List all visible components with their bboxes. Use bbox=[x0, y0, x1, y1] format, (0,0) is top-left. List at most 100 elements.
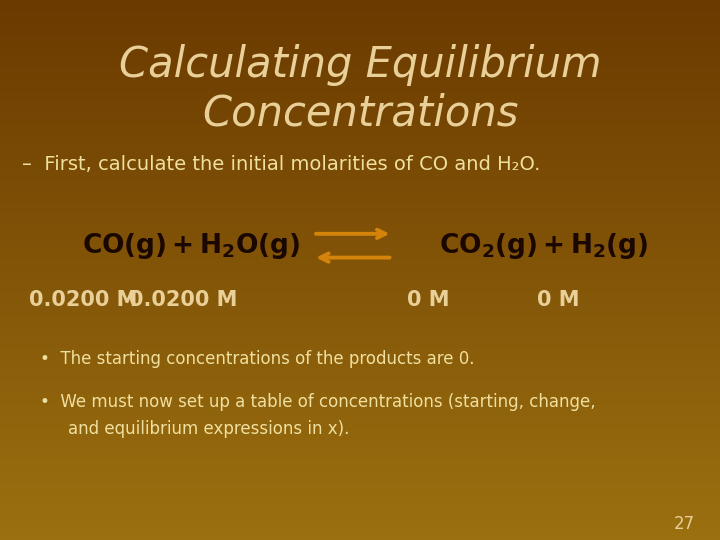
Bar bbox=[0, 113, 720, 116]
Bar bbox=[0, 413, 720, 416]
Bar bbox=[0, 127, 720, 130]
Bar bbox=[0, 57, 720, 59]
Text: and equilibrium expressions in x).: and equilibrium expressions in x). bbox=[68, 420, 350, 438]
Bar bbox=[0, 189, 720, 192]
Bar bbox=[0, 51, 720, 54]
Bar bbox=[0, 116, 720, 119]
Bar bbox=[0, 497, 720, 500]
Bar bbox=[0, 119, 720, 122]
Bar bbox=[0, 138, 720, 140]
Bar bbox=[0, 300, 720, 302]
Text: 0 M: 0 M bbox=[536, 289, 580, 310]
Bar bbox=[0, 367, 720, 370]
Bar bbox=[0, 302, 720, 305]
Bar bbox=[0, 219, 720, 221]
Bar bbox=[0, 289, 720, 292]
Bar bbox=[0, 162, 720, 165]
Bar bbox=[0, 170, 720, 173]
Bar bbox=[0, 308, 720, 310]
Bar bbox=[0, 313, 720, 316]
Bar bbox=[0, 140, 720, 143]
Bar bbox=[0, 327, 720, 329]
Bar bbox=[0, 205, 720, 208]
Bar bbox=[0, 392, 720, 394]
Bar bbox=[0, 429, 720, 432]
Bar bbox=[0, 221, 720, 224]
Bar bbox=[0, 259, 720, 262]
Bar bbox=[0, 192, 720, 194]
Bar bbox=[0, 97, 720, 100]
Bar bbox=[0, 8, 720, 11]
Bar bbox=[0, 262, 720, 265]
Bar bbox=[0, 251, 720, 254]
Bar bbox=[0, 151, 720, 154]
Bar bbox=[0, 508, 720, 510]
Bar bbox=[0, 467, 720, 470]
Bar bbox=[0, 122, 720, 124]
Text: $\mathbf{CO(g) + H_2O(g)}$: $\mathbf{CO(g) + H_2O(g)}$ bbox=[81, 231, 300, 261]
Bar bbox=[0, 310, 720, 313]
Bar bbox=[0, 154, 720, 157]
Bar bbox=[0, 197, 720, 200]
Bar bbox=[0, 246, 720, 248]
Bar bbox=[0, 472, 720, 475]
Bar bbox=[0, 340, 720, 343]
Bar bbox=[0, 124, 720, 127]
Bar bbox=[0, 84, 720, 86]
Bar bbox=[0, 462, 720, 464]
Bar bbox=[0, 535, 720, 537]
Bar bbox=[0, 443, 720, 445]
Bar bbox=[0, 92, 720, 94]
Bar bbox=[0, 208, 720, 211]
Bar bbox=[0, 505, 720, 508]
Bar bbox=[0, 359, 720, 362]
Bar bbox=[0, 238, 720, 240]
Bar bbox=[0, 513, 720, 516]
Bar bbox=[0, 62, 720, 65]
Bar bbox=[0, 254, 720, 256]
Text: •  The starting concentrations of the products are 0.: • The starting concentrations of the pro… bbox=[40, 350, 474, 368]
Bar bbox=[0, 14, 720, 16]
Bar bbox=[0, 54, 720, 57]
Bar bbox=[0, 73, 720, 76]
Text: –  First, calculate the initial molarities of CO and H₂O.: – First, calculate the initial molaritie… bbox=[22, 155, 540, 174]
Bar bbox=[0, 435, 720, 437]
Bar bbox=[0, 446, 720, 448]
Bar bbox=[0, 68, 720, 70]
Bar bbox=[0, 362, 720, 364]
Bar bbox=[0, 373, 720, 375]
Bar bbox=[0, 248, 720, 251]
Bar bbox=[0, 89, 720, 92]
Bar bbox=[0, 35, 720, 38]
Bar bbox=[0, 143, 720, 146]
Bar bbox=[0, 49, 720, 51]
Bar bbox=[0, 386, 720, 389]
Bar bbox=[0, 483, 720, 486]
Bar bbox=[0, 3, 720, 5]
Bar bbox=[0, 389, 720, 392]
Bar bbox=[0, 370, 720, 373]
Bar bbox=[0, 375, 720, 378]
Bar bbox=[0, 521, 720, 524]
Bar bbox=[0, 5, 720, 8]
Bar bbox=[0, 265, 720, 267]
Bar bbox=[0, 321, 720, 324]
Bar bbox=[0, 381, 720, 383]
Bar bbox=[0, 408, 720, 410]
Bar bbox=[0, 227, 720, 229]
Bar bbox=[0, 329, 720, 332]
Bar bbox=[0, 305, 720, 308]
Bar bbox=[0, 186, 720, 189]
Bar bbox=[0, 529, 720, 532]
Bar bbox=[0, 43, 720, 46]
Bar bbox=[0, 281, 720, 284]
Bar bbox=[0, 383, 720, 386]
Bar bbox=[0, 397, 720, 400]
Bar bbox=[0, 486, 720, 489]
Bar bbox=[0, 394, 720, 397]
Bar bbox=[0, 178, 720, 181]
Bar bbox=[0, 348, 720, 351]
Bar bbox=[0, 489, 720, 491]
Bar bbox=[0, 286, 720, 289]
Bar bbox=[0, 494, 720, 497]
